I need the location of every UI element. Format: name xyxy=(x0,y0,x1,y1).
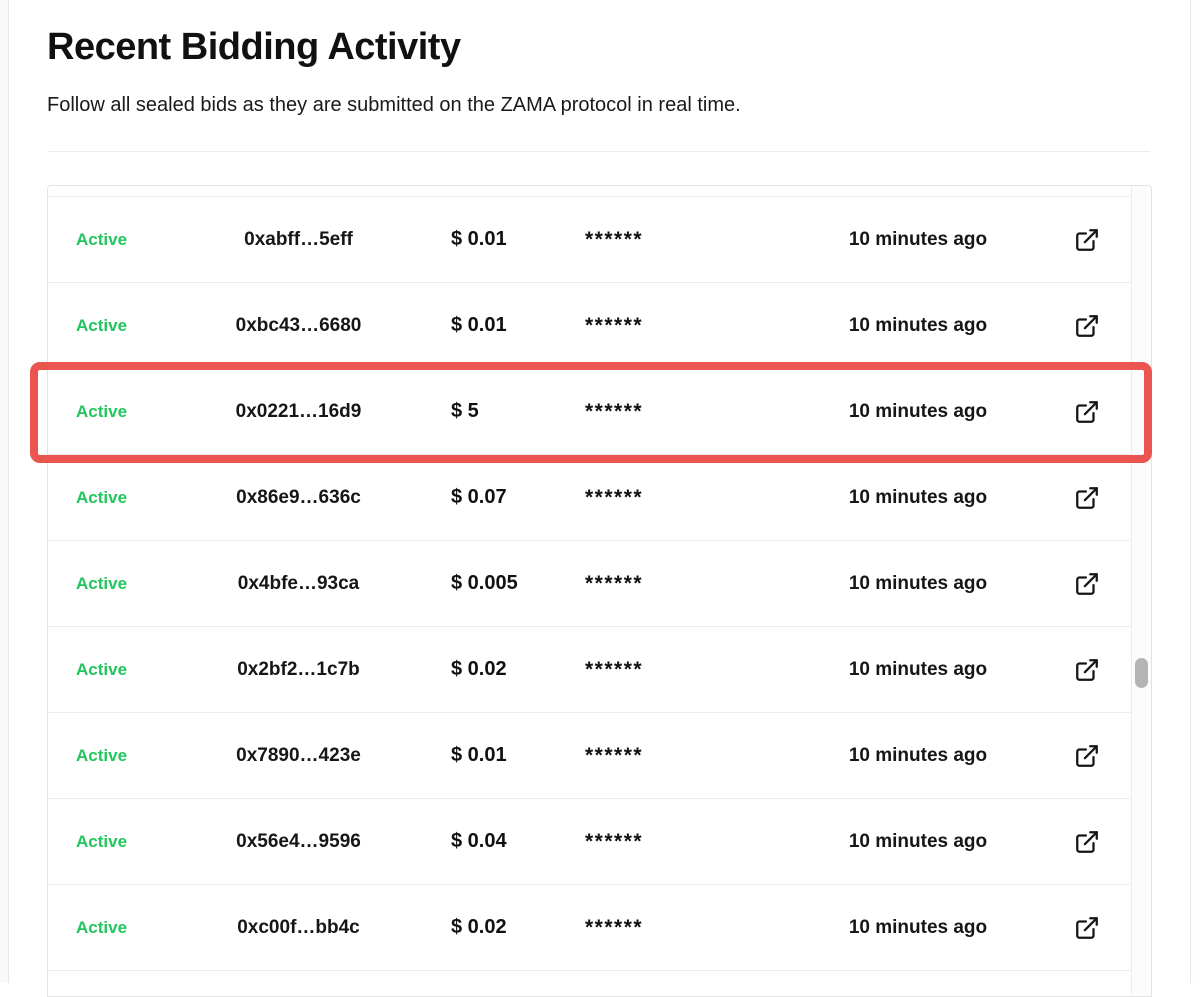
external-link-icon xyxy=(1076,658,1098,681)
external-link-button[interactable] xyxy=(1072,913,1102,943)
external-link-icon xyxy=(1076,400,1098,423)
bid-address: 0xbc43…6680 xyxy=(235,314,362,336)
external-link-button[interactable] xyxy=(1072,569,1102,599)
external-link-button[interactable] xyxy=(1072,827,1102,857)
bid-time: 10 minutes ago xyxy=(848,658,988,680)
page-left-edge xyxy=(0,0,9,983)
masked-bid-value: ****** xyxy=(585,915,644,939)
masked-bid-value: ****** xyxy=(585,571,644,595)
bid-address: 0x86e9…636c xyxy=(236,486,361,508)
bid-amount: $ 5 xyxy=(451,400,479,422)
bid-row: Active 0x86e9…636c $ 0.07 ****** 10 minu… xyxy=(48,455,1131,541)
bid-address: 0x56e4…9596 xyxy=(236,830,361,852)
bid-address: 0x2bf2…1c7b xyxy=(237,658,360,680)
status-badge: Active xyxy=(76,573,128,593)
bid-amount: $ 0.01 xyxy=(451,314,507,336)
bid-time: 10 minutes ago xyxy=(848,400,988,422)
partial-row-bottom xyxy=(48,971,1131,996)
external-link-icon xyxy=(1076,486,1098,509)
masked-bid-value: ****** xyxy=(585,829,644,853)
bid-amount: $ 0.04 xyxy=(451,830,507,852)
bid-row: Active 0x2bf2…1c7b $ 0.02 ****** 10 minu… xyxy=(48,627,1131,713)
partial-row-top xyxy=(48,186,1131,197)
bid-amount: $ 0.07 xyxy=(451,486,507,508)
bid-address: 0x4bfe…93ca xyxy=(237,572,360,594)
bid-rows-container: Active 0xabff…5eff $ 0.01 ****** 10 minu… xyxy=(48,197,1131,971)
bid-row: Active 0x0221…16d9 $ 5 ****** 10 minutes… xyxy=(48,369,1131,455)
external-link-icon xyxy=(1076,916,1098,939)
external-link-icon xyxy=(1076,314,1098,337)
bid-row: Active 0x56e4…9596 $ 0.04 ****** 10 minu… xyxy=(48,799,1131,885)
masked-bid-value: ****** xyxy=(585,485,644,509)
status-badge: Active xyxy=(76,487,128,507)
bid-time: 10 minutes ago xyxy=(848,744,988,766)
bid-amount: $ 0.02 xyxy=(451,916,507,938)
external-link-button[interactable] xyxy=(1072,225,1102,255)
status-badge: Active xyxy=(76,659,128,679)
bid-address: 0x7890…423e xyxy=(236,744,361,766)
masked-bid-value: ****** xyxy=(585,399,644,423)
page-title: Recent Bidding Activity xyxy=(47,26,461,68)
external-link-icon xyxy=(1076,830,1098,853)
external-link-icon xyxy=(1076,572,1098,595)
bids-list: Active 0xabff…5eff $ 0.01 ****** 10 minu… xyxy=(48,186,1131,996)
status-badge: Active xyxy=(76,831,128,851)
page-right-edge xyxy=(1190,0,1200,983)
status-badge: Active xyxy=(76,917,128,937)
bid-row: Active 0xabff…5eff $ 0.01 ****** 10 minu… xyxy=(48,197,1131,283)
bid-row: Active 0x4bfe…93ca $ 0.005 ****** 10 min… xyxy=(48,541,1131,627)
status-badge: Active xyxy=(76,745,128,765)
masked-bid-value: ****** xyxy=(585,313,644,337)
external-link-button[interactable] xyxy=(1072,655,1102,685)
bid-time: 10 minutes ago xyxy=(848,830,988,852)
bid-row: Active 0x7890…423e $ 0.01 ****** 10 minu… xyxy=(48,713,1131,799)
masked-bid-value: ****** xyxy=(585,227,644,251)
bid-amount: $ 0.02 xyxy=(451,658,507,680)
external-link-button[interactable] xyxy=(1072,311,1102,341)
bid-address: 0xc00f…bb4c xyxy=(237,916,360,938)
bid-time: 10 minutes ago xyxy=(848,228,988,250)
bid-row: Active 0xbc43…6680 $ 0.01 ****** 10 minu… xyxy=(48,283,1131,369)
masked-bid-value: ****** xyxy=(585,743,644,767)
status-badge: Active xyxy=(76,229,128,249)
status-badge: Active xyxy=(76,315,128,335)
external-link-button[interactable] xyxy=(1072,483,1102,513)
bid-amount: $ 0.01 xyxy=(451,744,507,766)
bid-address: 0xabff…5eff xyxy=(244,228,353,250)
bid-time: 10 minutes ago xyxy=(848,572,988,594)
table-scrollbar-track[interactable] xyxy=(1131,186,1151,996)
bid-row: Active 0xc00f…bb4c $ 0.02 ****** 10 minu… xyxy=(48,885,1131,971)
external-link-button[interactable] xyxy=(1072,741,1102,771)
bid-time: 10 minutes ago xyxy=(848,314,988,336)
divider xyxy=(47,151,1150,152)
status-badge: Active xyxy=(76,401,128,421)
scrollbar-thumb[interactable] xyxy=(1135,658,1148,688)
external-link-icon xyxy=(1076,744,1098,767)
page-subtitle: Follow all sealed bids as they are submi… xyxy=(47,94,741,116)
bid-time: 10 minutes ago xyxy=(848,486,988,508)
external-link-icon xyxy=(1076,228,1098,251)
external-link-button[interactable] xyxy=(1072,397,1102,427)
masked-bid-value: ****** xyxy=(585,657,644,681)
bid-time: 10 minutes ago xyxy=(848,916,988,938)
bid-address: 0x0221…16d9 xyxy=(235,400,362,422)
bids-table: Active 0xabff…5eff $ 0.01 ****** 10 minu… xyxy=(47,185,1152,997)
bid-amount: $ 0.01 xyxy=(451,228,507,250)
bid-amount: $ 0.005 xyxy=(451,572,518,594)
